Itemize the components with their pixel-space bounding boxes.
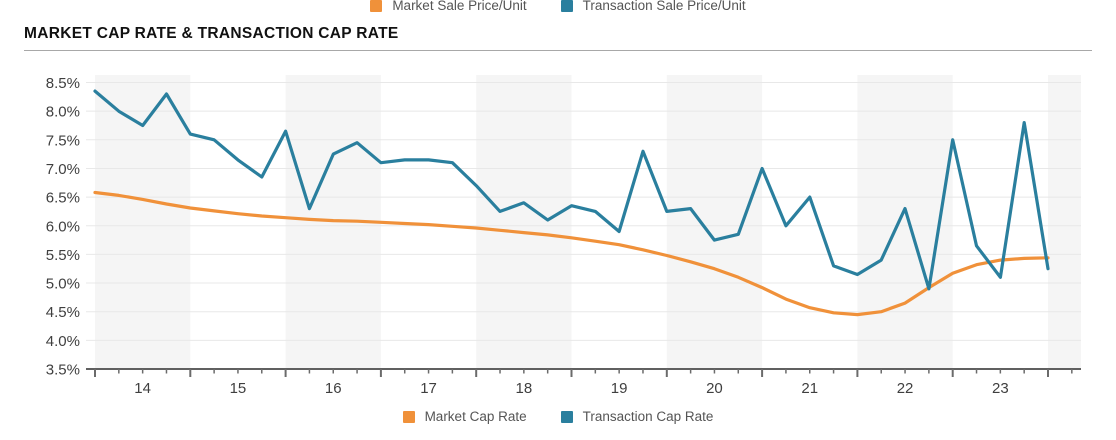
x-tick-label: 21 bbox=[801, 380, 818, 397]
transaction-cap-rate-line bbox=[93, 89, 1050, 291]
transaction-sale-price-swatch bbox=[560, 0, 573, 12]
y-axis-labels: 8.5% 8.0% 7.5% 7.0% 6.5% 6.0% 5.5% 5.0% 4.5% 4.0%… bbox=[46, 75, 80, 379]
y-tick-label: 7.0% bbox=[46, 161, 80, 178]
top-legend-item-transaction-sale-price[interactable]: Transaction Sale Price/Unit bbox=[560, 0, 746, 13]
top-legend-item-label: Market Sale Price/Unit bbox=[392, 0, 527, 13]
y-tick-label: 4.0% bbox=[46, 333, 80, 350]
x-tick-label: 16 bbox=[325, 380, 342, 397]
x-tick-label: 22 bbox=[897, 380, 914, 397]
top-legend-item-label: Transaction Sale Price/Unit bbox=[582, 0, 746, 13]
market-sale-price-swatch bbox=[370, 0, 383, 12]
year-bands bbox=[95, 75, 1081, 369]
top-legend: Market Sale Price/Unit Transaction Sale … bbox=[0, 0, 1116, 14]
y-tick-label: 6.5% bbox=[46, 190, 80, 207]
legend-item-transaction-cap-rate[interactable]: Transaction Cap Rate bbox=[560, 409, 714, 424]
y-tick-label: 5.0% bbox=[46, 276, 80, 293]
x-tick-label: 18 bbox=[516, 380, 533, 397]
y-tick-label: 6.0% bbox=[46, 218, 80, 235]
y-tick-label: 3.5% bbox=[46, 362, 80, 379]
y-tick-label: 5.5% bbox=[46, 247, 80, 264]
top-legend-item-market-sale-price[interactable]: Market Sale Price/Unit bbox=[370, 0, 527, 13]
y-tick-label: 7.5% bbox=[46, 132, 80, 149]
y-tick-label: 8.0% bbox=[46, 104, 80, 121]
legend-item-label: Transaction Cap Rate bbox=[582, 409, 714, 424]
x-tick-label: 19 bbox=[611, 380, 628, 397]
legend-item-market-cap-rate[interactable]: Market Cap Rate bbox=[402, 409, 527, 424]
market-cap-rate-line bbox=[93, 190, 1050, 317]
x-tick-label: 15 bbox=[230, 380, 247, 397]
y-tick-label: 8.5% bbox=[46, 75, 80, 92]
x-tick-label: 17 bbox=[420, 380, 437, 397]
y-tick-label: 4.5% bbox=[46, 304, 80, 321]
x-axis-labels: 14 15 16 17 18 19 20 21 22 23 bbox=[134, 380, 1008, 397]
cap-rate-line-chart: 8.5% 8.0% 7.5% 7.0% 6.5% 6.0% 5.5% 5.0% 4.5% 4.0%… bbox=[46, 75, 1081, 397]
x-tick-label: 23 bbox=[992, 380, 1009, 397]
x-tick-label: 14 bbox=[134, 380, 151, 397]
chart-header: MARKET CAP RATE & TRANSACTION CAP RATE bbox=[24, 25, 1092, 51]
transaction-cap-rate-swatch bbox=[560, 411, 573, 423]
market-cap-rate-swatch bbox=[402, 411, 415, 423]
x-tick-label: 20 bbox=[706, 380, 723, 397]
x-axis bbox=[86, 368, 1081, 377]
chart-title: MARKET CAP RATE & TRANSACTION CAP RATE bbox=[24, 25, 399, 42]
bottom-legend: Market Cap Rate Transaction Cap Rate bbox=[0, 407, 1116, 427]
legend-item-label: Market Cap Rate bbox=[424, 409, 527, 424]
